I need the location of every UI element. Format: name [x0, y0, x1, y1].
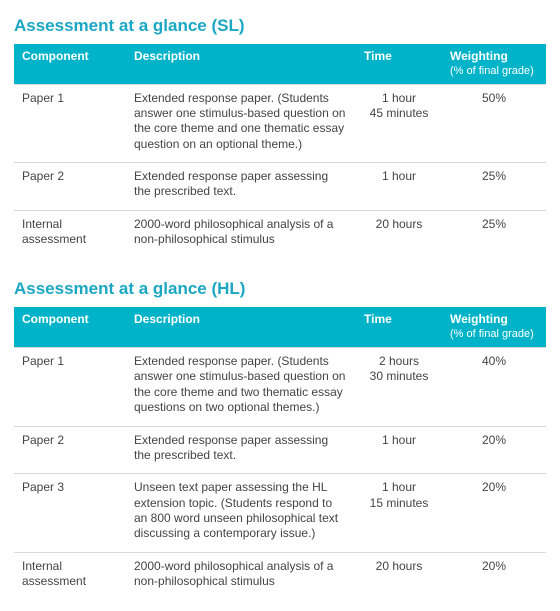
table-row: Internal assessment2000-word philosophic… — [14, 210, 546, 257]
table-row: Paper 3Unseen text paper assessing the H… — [14, 474, 546, 552]
cell-component: Paper 1 — [14, 348, 126, 426]
cell-weighting: 20% — [442, 426, 546, 474]
cell-time: 2 hours30 minutes — [356, 348, 442, 426]
col-description: Description — [126, 307, 356, 347]
cell-component: Internal assessment — [14, 210, 126, 257]
cell-description: Unseen text paper assessing the HL exten… — [126, 474, 356, 552]
cell-description: 2000-word philosophical analysis of a no… — [126, 552, 356, 599]
col-component: Component — [14, 307, 126, 347]
sl-heading: Assessment at a glance (SL) — [14, 16, 546, 36]
cell-description: Extended response paper. (Students answe… — [126, 348, 356, 426]
hl-heading: Assessment at a glance (HL) — [14, 279, 546, 299]
cell-weighting: 25% — [442, 163, 546, 211]
cell-weighting: 50% — [442, 84, 546, 162]
cell-time: 1 hour — [356, 426, 442, 474]
sl-table: Component Description Time Weighting (% … — [14, 44, 546, 257]
table-row: Paper 1Extended response paper. (Student… — [14, 84, 546, 162]
col-weighting: Weighting (% of final grade) — [442, 44, 546, 84]
cell-component: Paper 3 — [14, 474, 126, 552]
col-weighting: Weighting (% of final grade) — [442, 307, 546, 347]
cell-component: Paper 1 — [14, 84, 126, 162]
col-time: Time — [356, 44, 442, 84]
col-weighting-l2: (% of final grade) — [450, 65, 534, 77]
cell-description: Extended response paper. (Students answe… — [126, 84, 356, 162]
hl-body: Paper 1Extended response paper. (Student… — [14, 348, 546, 600]
sl-header-row: Component Description Time Weighting (% … — [14, 44, 546, 84]
col-description: Description — [126, 44, 356, 84]
table-row: Paper 2Extended response paper assessing… — [14, 163, 546, 211]
cell-component: Paper 2 — [14, 426, 126, 474]
cell-weighting: 40% — [442, 348, 546, 426]
col-time: Time — [356, 307, 442, 347]
cell-weighting: 25% — [442, 210, 546, 257]
col-weighting-l2: (% of final grade) — [450, 328, 534, 340]
cell-weighting: 20% — [442, 552, 546, 599]
cell-time: 1 hour45 minutes — [356, 84, 442, 162]
hl-table: Component Description Time Weighting (% … — [14, 307, 546, 599]
hl-header-row: Component Description Time Weighting (% … — [14, 307, 546, 347]
cell-description: 2000-word philosophical analysis of a no… — [126, 210, 356, 257]
col-component: Component — [14, 44, 126, 84]
table-row: Paper 1Extended response paper. (Student… — [14, 348, 546, 426]
cell-time: 1 hour15 minutes — [356, 474, 442, 552]
cell-description: Extended response paper assessing the pr… — [126, 426, 356, 474]
cell-weighting: 20% — [442, 474, 546, 552]
cell-time: 20 hours — [356, 552, 442, 599]
col-weighting-l1: Weighting — [450, 49, 508, 63]
section-gap — [14, 257, 546, 275]
cell-time: 20 hours — [356, 210, 442, 257]
cell-component: Paper 2 — [14, 163, 126, 211]
table-row: Paper 2Extended response paper assessing… — [14, 426, 546, 474]
cell-time: 1 hour — [356, 163, 442, 211]
col-weighting-l1: Weighting — [450, 312, 508, 326]
cell-component: Internal assessment — [14, 552, 126, 599]
cell-description: Extended response paper assessing the pr… — [126, 163, 356, 211]
table-row: Internal assessment2000-word philosophic… — [14, 552, 546, 599]
sl-body: Paper 1Extended response paper. (Student… — [14, 84, 546, 257]
